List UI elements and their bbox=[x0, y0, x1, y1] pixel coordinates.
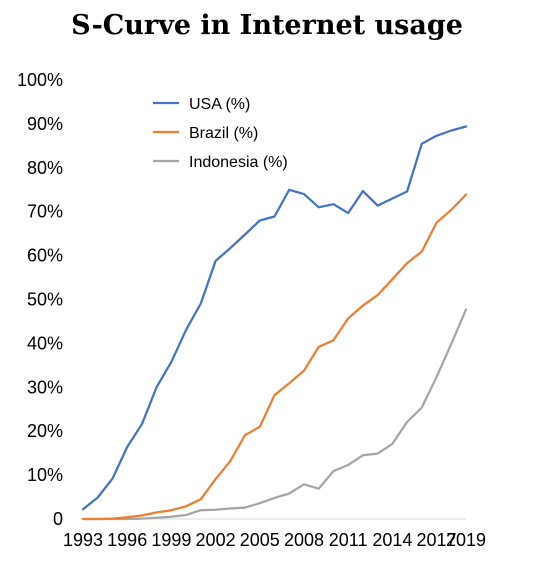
legend-label-usa: USA (%) bbox=[189, 96, 250, 113]
x-tick-label: 2008 bbox=[284, 530, 324, 550]
y-tick-label: 0 bbox=[53, 509, 63, 529]
legend-label-brazil: Brazil (%) bbox=[189, 125, 258, 142]
series-lines bbox=[81, 125, 468, 521]
y-tick-label: 100% bbox=[17, 70, 63, 90]
legend: USA (%) Brazil (%) Indonesia (%) bbox=[153, 96, 288, 171]
y-tick-label: 50% bbox=[27, 290, 63, 310]
x-tick-label: 2002 bbox=[196, 530, 236, 550]
x-tick-label: 2017 bbox=[417, 530, 457, 550]
x-tick-label: 1999 bbox=[151, 530, 191, 550]
x-tick-label: 1993 bbox=[63, 530, 103, 550]
x-tick-label: 2005 bbox=[240, 530, 280, 550]
y-axis: 0 10% 20% 30% 40% 50% 60% 70% 80% 90% 100% bbox=[17, 70, 63, 529]
y-tick-label: 60% bbox=[27, 246, 63, 266]
y-tick-label: 10% bbox=[27, 465, 63, 485]
x-tick-label: 2014 bbox=[372, 530, 412, 550]
y-tick-label: 30% bbox=[27, 377, 63, 397]
y-tick-label: 20% bbox=[27, 421, 63, 441]
x-tick-label: 1996 bbox=[107, 530, 147, 550]
y-tick-label: 40% bbox=[27, 333, 63, 353]
series-line-indonesia bbox=[81, 308, 468, 521]
x-tick-label: 2011 bbox=[329, 530, 368, 550]
chart-title: S-Curve in Internet usage bbox=[71, 10, 463, 41]
series-line-usa bbox=[81, 125, 468, 511]
y-tick-label: 80% bbox=[27, 158, 63, 178]
series-line-brazil bbox=[81, 193, 468, 521]
y-tick-label: 90% bbox=[27, 114, 63, 134]
x-tick-label: 2019 bbox=[446, 530, 486, 550]
legend-label-indonesia: Indonesia (%) bbox=[189, 154, 288, 171]
y-tick-label: 70% bbox=[27, 202, 63, 222]
